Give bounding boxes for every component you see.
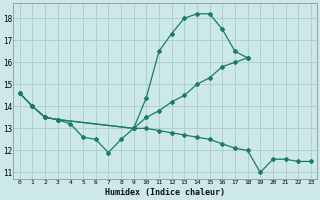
X-axis label: Humidex (Indice chaleur): Humidex (Indice chaleur) — [105, 188, 225, 197]
